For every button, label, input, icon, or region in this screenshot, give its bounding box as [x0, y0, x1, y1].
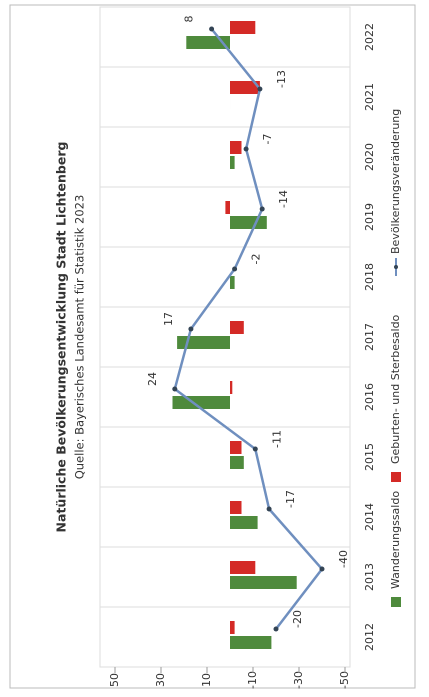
bar: [230, 21, 256, 34]
data-label: -20: [291, 610, 304, 628]
point: [257, 86, 263, 92]
point: [319, 566, 325, 572]
bar: [172, 396, 230, 409]
bar: [230, 516, 258, 529]
bar: [177, 336, 231, 349]
chart-title: Natürliche Bevölkerungsentwicklung Stadt…: [54, 142, 69, 533]
y-tick-label: 10: [200, 673, 213, 687]
bar: [230, 216, 267, 229]
bar: [230, 441, 242, 454]
point: [172, 386, 178, 392]
x-tick-label: 2013: [363, 563, 376, 591]
data-label: -2: [250, 254, 263, 265]
point: [243, 146, 249, 152]
data-label: 17: [162, 312, 175, 326]
x-tick-label: 2018: [363, 263, 376, 291]
legend-label: Wanderungssaldo: [389, 491, 402, 589]
x-tick-label: 2017: [363, 323, 376, 351]
bar: [230, 141, 242, 154]
plot-area: [99, 6, 351, 668]
point: [209, 26, 215, 32]
legend-label: Bevölkerungsveränderung: [389, 109, 402, 254]
legend-dot: [394, 265, 398, 269]
x-tick-label: 2015: [363, 443, 376, 471]
bar: [230, 501, 242, 514]
x-tick-label: 2021: [363, 83, 376, 111]
bar: [230, 636, 272, 649]
bar: [225, 201, 230, 214]
point: [232, 266, 238, 272]
y-tick-label: 50: [108, 673, 121, 687]
data-label: -7: [261, 134, 274, 145]
y-tick-label: 30: [154, 673, 167, 687]
x-tick-label: 2020: [363, 143, 376, 171]
legend-label: Geburten- und Sterbesaldo: [389, 314, 402, 464]
chart-subtitle: Quelle: Bayerisches Landesamt für Statis…: [73, 195, 87, 480]
bar: [230, 561, 256, 574]
point: [273, 626, 279, 632]
bar: [230, 321, 244, 334]
point: [259, 206, 265, 212]
y-tick-label: -10: [246, 671, 259, 689]
x-tick-label: 2019: [363, 203, 376, 231]
bar: [230, 456, 244, 469]
legend-swatch: [391, 597, 401, 607]
legend-swatch: [391, 472, 401, 482]
point: [266, 506, 272, 512]
data-label: 24: [146, 372, 159, 386]
data-label: -14: [277, 190, 290, 208]
x-tick-label: 2016: [363, 383, 376, 411]
bar: [230, 276, 235, 289]
bar: [230, 81, 260, 94]
y-tick-label: -30: [292, 671, 305, 689]
bar: [230, 381, 233, 394]
point: [252, 446, 258, 452]
point: [188, 326, 194, 332]
bar: [230, 156, 235, 169]
chart: Natürliche Bevölkerungsentwicklung Stadt…: [54, 6, 402, 689]
bar: [230, 621, 235, 634]
data-label: 8: [183, 16, 196, 23]
x-tick-label: 2014: [363, 503, 376, 531]
y-tick-label: -50: [338, 671, 351, 689]
data-label: -40: [337, 550, 350, 568]
data-label: -13: [275, 70, 288, 88]
data-label: -11: [270, 430, 283, 448]
bar: [230, 576, 297, 589]
x-tick-label: 2022: [363, 23, 376, 51]
data-label: -17: [284, 490, 297, 508]
x-tick-label: 2012: [363, 623, 376, 651]
